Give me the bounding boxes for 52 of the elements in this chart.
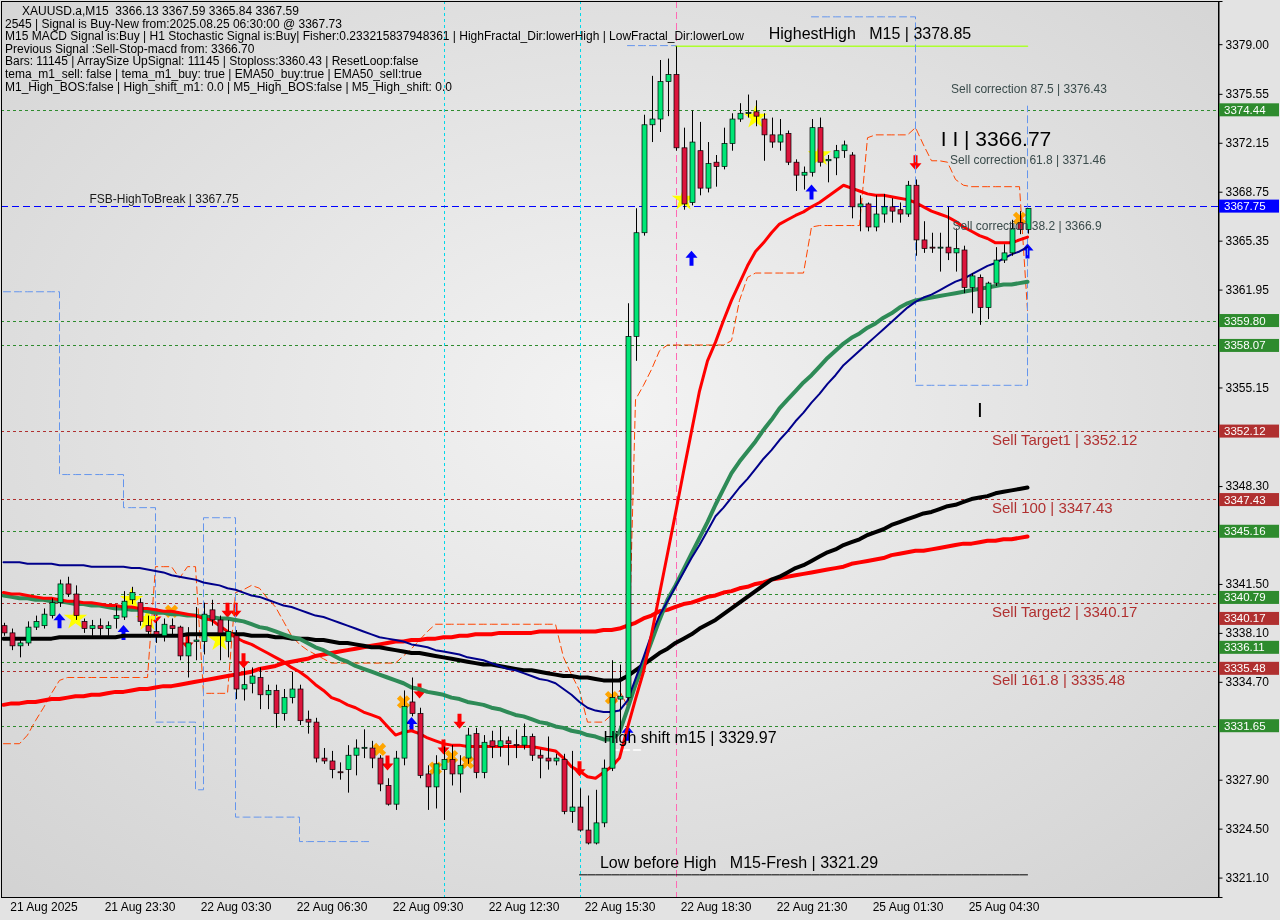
x-tick-label: 22 Aug 03:30 <box>200 900 272 915</box>
x-tick-label: 25 Aug 04:30 <box>968 900 1040 915</box>
x-tick-label: 22 Aug 21:30 <box>776 900 848 915</box>
y-tick-label: 3375.55 <box>1225 87 1270 102</box>
y-tick-label: 3365.35 <box>1225 233 1270 248</box>
annotation: FSB-HighToBreak | 3367.75 <box>89 192 239 207</box>
ref-line-label: 3340.17 <box>1224 612 1266 625</box>
ref-line-label: 3359.80 <box>1224 314 1266 327</box>
y-tick-label: 3324.50 <box>1225 821 1270 836</box>
x-tick-label: 21 Aug 23:30 <box>104 900 176 915</box>
annotation: Sell 161.8 | 3335.48 <box>992 670 1126 688</box>
annotation: Sell correction 61.8 | 3371.46 <box>950 153 1107 167</box>
x-tick-label: 22 Aug 15:30 <box>584 900 656 915</box>
x-tick-label: 22 Aug 18:30 <box>680 900 752 915</box>
x-tick-label: 22 Aug 09:30 <box>392 900 464 915</box>
ref-line-label: 3336.11 <box>1224 641 1265 654</box>
y-tick-label: 3348.30 <box>1225 479 1270 494</box>
ref-line-label: 3345.16 <box>1224 525 1266 538</box>
annotation: Sell Target1 | 3352.12 <box>992 431 1138 449</box>
annotation: Sell correction 87.5 | 3376.43 <box>951 82 1108 96</box>
ref-line-label: 3335.48 <box>1224 662 1266 675</box>
annotation: I <box>977 398 983 421</box>
y-tick-label: 3341.50 <box>1225 577 1270 592</box>
annotation: M1_High_BOS:false | High_shift_m1: 0.0 | M5_High_BOS:false | M5_High_shift: 0.0 <box>5 79 453 94</box>
ref-line-label: 3347.43 <box>1224 493 1266 506</box>
annotation: Low before High M15-Fresh | 3321.29 <box>599 853 879 871</box>
annotation: tema_m1_sell: false | tema_m1_buy: true | EMA50_buy:true | EMA50_sell:true <box>5 67 423 81</box>
ref-line-label: 3374.44 <box>1224 103 1267 116</box>
ref-line-label: 3358.07 <box>1224 339 1266 352</box>
x-tick-label: 22 Aug 12:30 <box>488 900 560 915</box>
annotation: Sell 100 | 3347.43 <box>992 498 1113 516</box>
y-tick-label: 3321.10 <box>1225 870 1270 885</box>
y-tick-label: 3361.95 <box>1225 282 1270 297</box>
annotation: Sell Target2 | 3340.17 <box>992 603 1138 621</box>
x-tick-label: 25 Aug 01:30 <box>872 900 944 915</box>
chart-title: XAUUSD.a,M15 3366.13 3367.59 3365.84 3367.59 <box>22 4 300 18</box>
annotation: HighestHigh M15 | 3378.85 <box>768 25 972 43</box>
y-tick-label: 3372.15 <box>1225 136 1270 151</box>
x-tick-label: 22 Aug 06:30 <box>296 900 368 915</box>
annotation: 2545 | Signal is Buy-New from:2025.08.25 06:30:00 @ 3367.73 <box>5 16 343 31</box>
ref-line-label: 3331.65 <box>1224 719 1266 732</box>
ref-line-label: 3352.12 <box>1224 425 1266 438</box>
y-tick-label: 3379.00 <box>1225 37 1270 52</box>
y-tick-label: 3327.90 <box>1225 773 1270 788</box>
y-tick-label: 3355.15 <box>1225 380 1270 395</box>
y-tick-label: 3338.10 <box>1225 626 1270 641</box>
ref-line-label: 3367.75 <box>1224 200 1266 213</box>
y-tick-label: 3334.70 <box>1225 675 1270 690</box>
y-tick-label: 3368.75 <box>1225 185 1270 200</box>
annotation: I I | 3366.77 <box>940 127 1052 150</box>
ref-line-label: 3340.79 <box>1224 591 1266 604</box>
x-tick-label: 21 Aug 2025 <box>10 900 79 915</box>
